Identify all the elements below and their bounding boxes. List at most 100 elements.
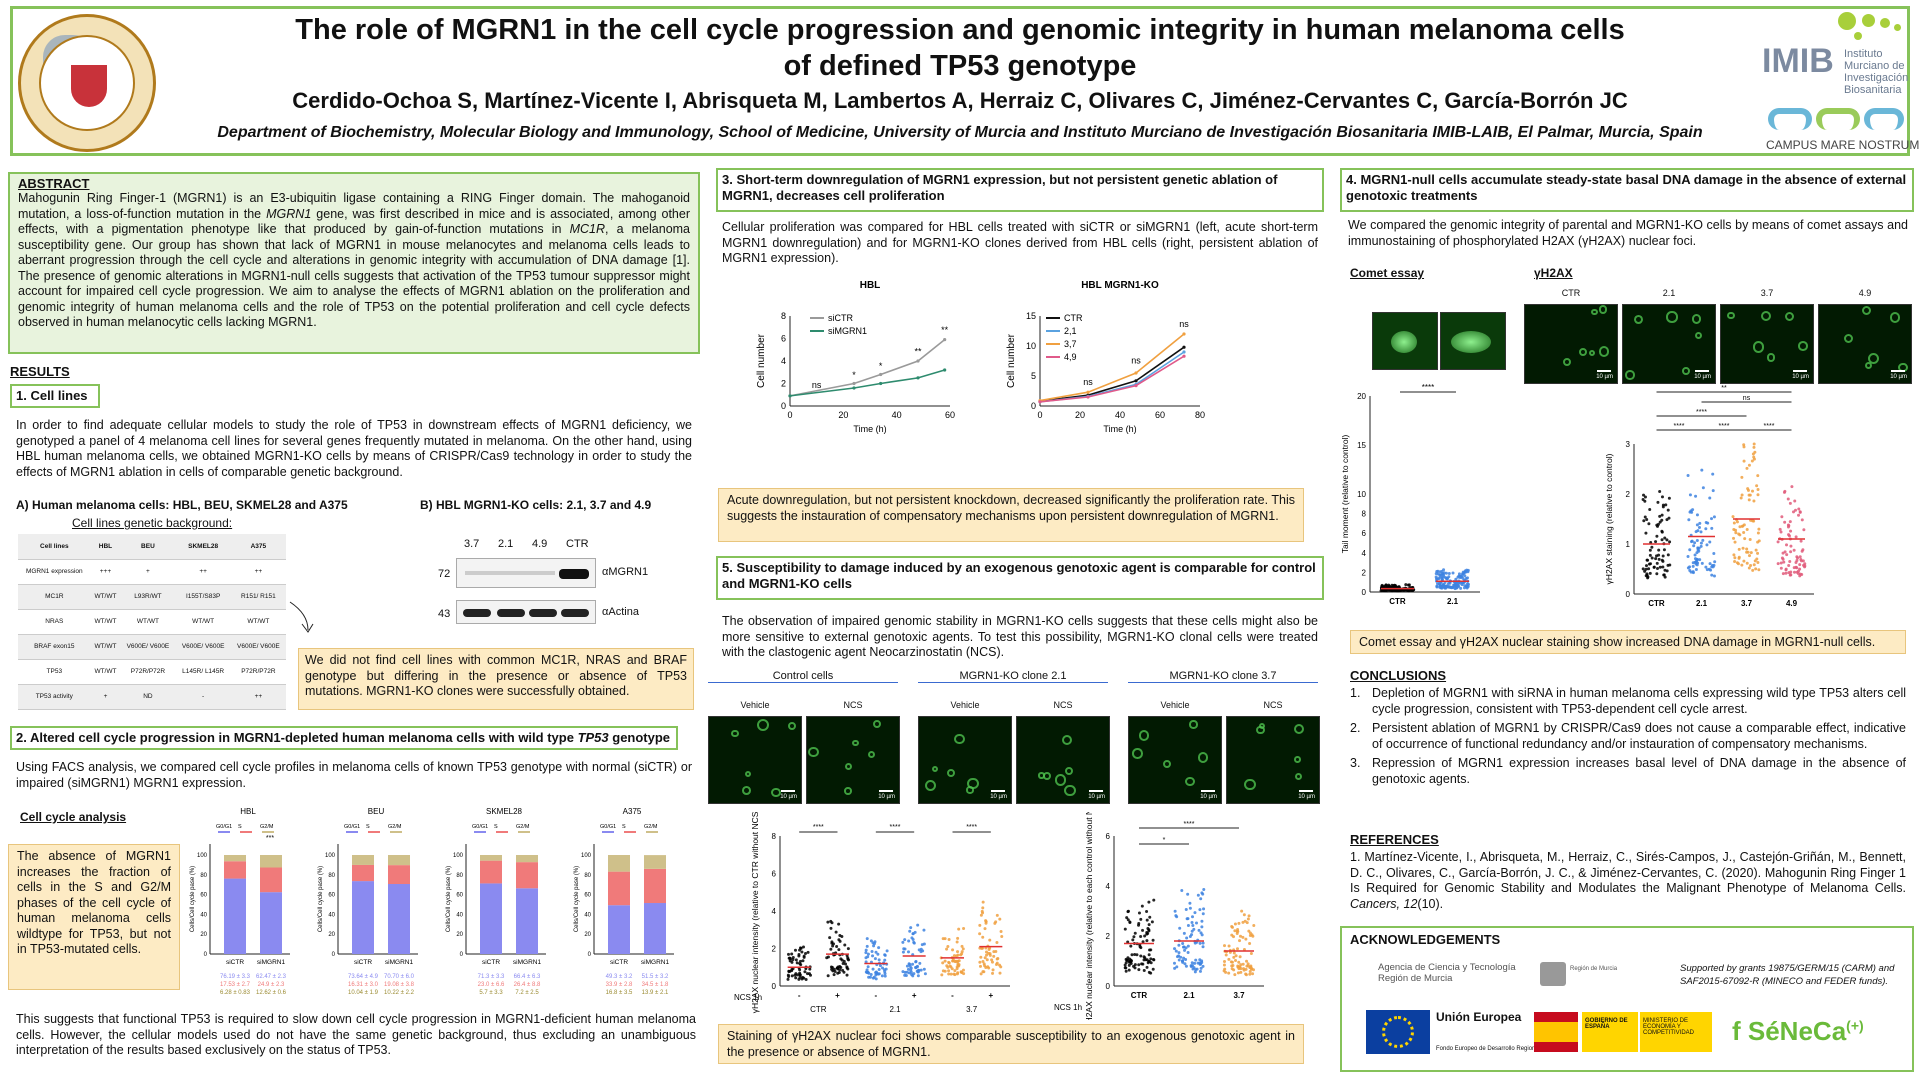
data-point xyxy=(1700,561,1704,565)
s1-note: We did not find cell lines with common M… xyxy=(298,648,694,710)
x-tick-label: 60 xyxy=(1155,410,1165,420)
data-point xyxy=(978,964,982,968)
ack-region: Región de Murcia xyxy=(1570,966,1618,972)
data-point xyxy=(1232,935,1236,939)
table-cell: BRAF exon15 xyxy=(18,634,91,660)
ack-heading: ACKNOWLEDGEMENTS xyxy=(1350,932,1501,947)
data-point xyxy=(1642,493,1646,497)
data-point xyxy=(1137,921,1141,925)
gh2ax-staining-chart: 0 1 2 3 γH2AX staining (relative to control)… xyxy=(1604,385,1814,608)
data-point xyxy=(1445,584,1449,588)
data-point xyxy=(1465,582,1469,586)
table-row: MGRN1 expression +++ + ++ ++ xyxy=(18,559,286,585)
y-axis-label: γH2AX nuclear intensity (relative to eac… xyxy=(1084,812,1094,1020)
nucleus-marker xyxy=(1294,756,1302,764)
table-cell: - xyxy=(175,684,231,710)
data-point xyxy=(788,959,792,963)
data-point xyxy=(1695,513,1699,517)
data-point xyxy=(1236,930,1240,934)
x-tick-label: 20 xyxy=(1075,410,1085,420)
data-point xyxy=(1038,400,1042,404)
data-point xyxy=(830,940,834,944)
data-point xyxy=(1654,540,1658,544)
x-tick-label: 2.1 xyxy=(1696,599,1708,608)
y-tick-label: 0 xyxy=(460,952,464,958)
data-point xyxy=(1647,567,1651,571)
data-point xyxy=(1662,548,1666,552)
data-point xyxy=(947,960,951,964)
table-cell: ND xyxy=(120,684,176,710)
data-point xyxy=(1694,568,1698,572)
data-point xyxy=(1195,967,1199,971)
table-cell: L145R/ L145R xyxy=(175,659,231,685)
data-point xyxy=(1141,928,1145,932)
nucleus-marker xyxy=(1634,315,1643,325)
nucleus-marker xyxy=(1064,784,1076,797)
data-point xyxy=(1660,538,1664,542)
data-point xyxy=(1788,520,1792,524)
scale-bar xyxy=(1793,370,1807,372)
gh2ax-microscopy-image: 10 µm xyxy=(1720,304,1814,384)
x-tick-label: 0 xyxy=(787,410,792,420)
data-point xyxy=(793,948,797,952)
data-point xyxy=(1793,499,1797,503)
data-point xyxy=(991,971,995,975)
data-point xyxy=(1667,496,1671,500)
data-point xyxy=(1202,907,1206,911)
data-point xyxy=(943,959,947,963)
data-point xyxy=(803,970,807,974)
data-point xyxy=(846,947,850,951)
data-point xyxy=(1794,508,1798,512)
data-point xyxy=(1190,921,1194,925)
data-point xyxy=(1244,937,1248,941)
data-point xyxy=(1239,970,1243,974)
data-point xyxy=(1444,571,1448,575)
table-cell: TP53 xyxy=(18,659,91,685)
data-point xyxy=(883,958,887,962)
data-point xyxy=(1747,498,1751,502)
data-point xyxy=(1704,565,1708,569)
data-point xyxy=(1464,570,1468,574)
data-point xyxy=(1660,530,1664,534)
y-tick-label: 0 xyxy=(588,952,592,958)
y-tick-label: 40 xyxy=(456,912,463,918)
data-point xyxy=(1000,935,1004,939)
nucleus-marker xyxy=(1798,341,1808,351)
nucleus-marker xyxy=(1042,772,1051,780)
y-tick-label: 40 xyxy=(328,912,335,918)
data-point xyxy=(1701,538,1705,542)
data-point xyxy=(1748,537,1752,541)
ncs-microscopy-panels: Control cells 10 µm Vehicle 10 µm NCS MGRN1-K… xyxy=(708,670,1328,812)
data-point xyxy=(923,972,927,976)
data-point xyxy=(1732,528,1736,532)
data-point xyxy=(866,965,870,969)
data-point xyxy=(1137,911,1141,915)
data-point xyxy=(872,975,876,979)
data-point xyxy=(883,972,887,976)
data-point xyxy=(1238,965,1242,969)
data-point xyxy=(864,948,868,952)
data-point xyxy=(1741,546,1745,550)
data-point xyxy=(1643,495,1647,499)
y-axis-label: Cells/Cell cycle pase (%) xyxy=(574,866,580,932)
nucleus-marker xyxy=(931,765,938,773)
table-cell: ++ xyxy=(230,559,286,585)
data-point xyxy=(871,967,875,971)
gh2ax-title: γH2AX xyxy=(1534,266,1573,280)
data-point xyxy=(1661,505,1665,509)
data-point xyxy=(1086,390,1090,394)
nucleus-marker xyxy=(1295,773,1303,781)
scale-bar xyxy=(1695,370,1709,372)
x-tick-label: 2.1 xyxy=(1183,991,1195,1000)
y-tick-label: 5 xyxy=(1031,371,1036,381)
y-tick-label: 0 xyxy=(1362,588,1367,597)
panel-title: HBL xyxy=(240,807,256,816)
data-point xyxy=(852,381,856,386)
gh2ax-microscopy-panels: 10 µm CTR 10 µm 2.1 10 µm 3.7 10 µm 4.9 xyxy=(1524,284,1914,386)
data-point xyxy=(1691,561,1695,565)
data-point xyxy=(918,961,922,965)
x-axis-label: Time (h) xyxy=(1103,424,1136,434)
data-point xyxy=(1436,582,1440,586)
value-label: 16.31 ± 3.0 xyxy=(348,982,379,988)
legend-label: G2/M xyxy=(516,824,530,830)
